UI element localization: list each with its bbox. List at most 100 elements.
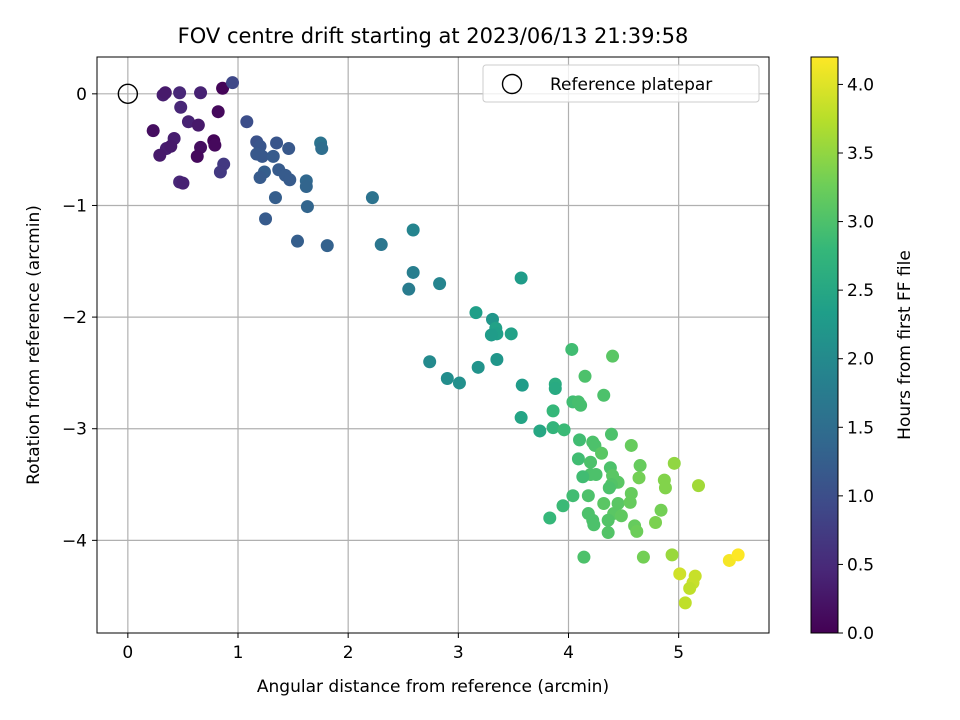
data-point [602, 481, 616, 495]
y-tick-label: −3 [62, 420, 87, 440]
x-tick-label: 3 [453, 643, 464, 663]
colorbar-tick-label: 3.0 [847, 213, 874, 233]
data-point [514, 271, 528, 285]
data-point [282, 142, 296, 156]
data-point [546, 421, 560, 435]
data-point [515, 378, 529, 392]
data-point [606, 349, 620, 363]
data-point [556, 499, 570, 513]
data-point [611, 497, 625, 511]
data-point [315, 142, 329, 156]
data-point [678, 596, 692, 610]
data-point [194, 86, 208, 100]
data-point [406, 265, 420, 279]
data-point [320, 239, 334, 253]
colorbar-tick-label: 1.0 [847, 487, 874, 507]
x-tick-label: 1 [233, 643, 244, 663]
data-point [440, 371, 454, 385]
legend-entry: Reference platepar [550, 75, 712, 95]
data-point [452, 376, 466, 390]
data-point [240, 115, 254, 129]
data-point [673, 567, 687, 581]
y-tick-label: −2 [62, 308, 87, 328]
legend-marker-icon [501, 73, 523, 95]
data-point [597, 388, 611, 402]
x-axis-ticks: 0 1 2 3 4 5 [122, 633, 684, 663]
data-point [259, 212, 273, 226]
y-tick-label: 0 [76, 85, 87, 105]
colorbar: 0.0 0.5 1.0 1.5 2.0 2.5 3.0 3.5 4.0 Hours from f… [810, 56, 915, 644]
data-point [533, 424, 547, 438]
data-point [632, 471, 646, 485]
data-point [190, 149, 204, 163]
data-point [423, 355, 437, 369]
colorbar-label: Hours from first FF file [895, 250, 915, 440]
data-point [543, 511, 557, 525]
legend: Reference platepar [482, 64, 760, 103]
data-point [604, 427, 618, 441]
colorbar-tick-label: 2.5 [847, 281, 874, 301]
data-point [665, 548, 679, 562]
data-point [253, 171, 267, 185]
data-point [300, 200, 314, 214]
data-point [624, 438, 638, 452]
data-point [683, 581, 697, 595]
colorbar-tick-label: 0.0 [847, 624, 874, 644]
x-axis-label: Angular distance from reference (arcmin) [257, 677, 609, 697]
colorbar-tick-label: 4.0 [847, 75, 874, 95]
data-point [731, 548, 745, 562]
data-point [595, 446, 609, 460]
data-point [270, 136, 284, 150]
data-points [117, 76, 745, 610]
data-point [548, 382, 562, 396]
chart-title: FOV centre drift starting at 2023/06/13 … [178, 24, 689, 48]
colorbar-tick-label: 2.0 [847, 350, 874, 370]
y-axis-ticks: 0 −1 −2 −3 −4 [62, 85, 97, 551]
data-point [630, 524, 644, 538]
data-point [601, 526, 615, 540]
y-tick-label: −1 [62, 196, 87, 216]
data-point [266, 149, 280, 163]
data-point [402, 282, 416, 296]
colorbar-gradient [810, 56, 839, 634]
data-point [581, 489, 595, 503]
data-point [578, 369, 592, 383]
data-point [173, 86, 187, 100]
data-point [191, 118, 205, 132]
data-point [566, 489, 580, 503]
data-point [176, 176, 190, 190]
data-point [565, 342, 579, 356]
data-point [504, 327, 518, 341]
colorbar-tick-label: 3.5 [847, 144, 874, 164]
data-point [226, 76, 240, 90]
data-point [208, 138, 222, 152]
data-point [577, 550, 591, 564]
data-point [174, 100, 188, 114]
data-point [587, 518, 601, 532]
data-point [576, 470, 590, 484]
data-point [213, 165, 227, 179]
data-point [490, 353, 504, 367]
data-point [406, 223, 420, 237]
data-point [365, 191, 379, 205]
data-point [691, 479, 705, 493]
data-point [146, 124, 160, 138]
data-point [571, 452, 585, 466]
data-point [614, 509, 628, 523]
data-point [153, 148, 167, 162]
x-tick-label: 4 [563, 643, 574, 663]
colorbar-ticks: 0.0 0.5 1.0 1.5 2.0 2.5 3.0 3.5 4.0 [838, 75, 874, 644]
y-tick-label: −4 [62, 531, 87, 551]
x-tick-label: 5 [673, 643, 684, 663]
data-point [211, 105, 225, 119]
data-point [374, 238, 388, 252]
data-point [433, 277, 447, 291]
data-point [589, 467, 603, 481]
data-point [469, 306, 483, 320]
data-point [268, 191, 282, 205]
data-point [283, 173, 297, 187]
legend-box [482, 64, 760, 103]
data-point [597, 497, 611, 511]
data-point [514, 411, 528, 425]
data-point [158, 86, 172, 100]
